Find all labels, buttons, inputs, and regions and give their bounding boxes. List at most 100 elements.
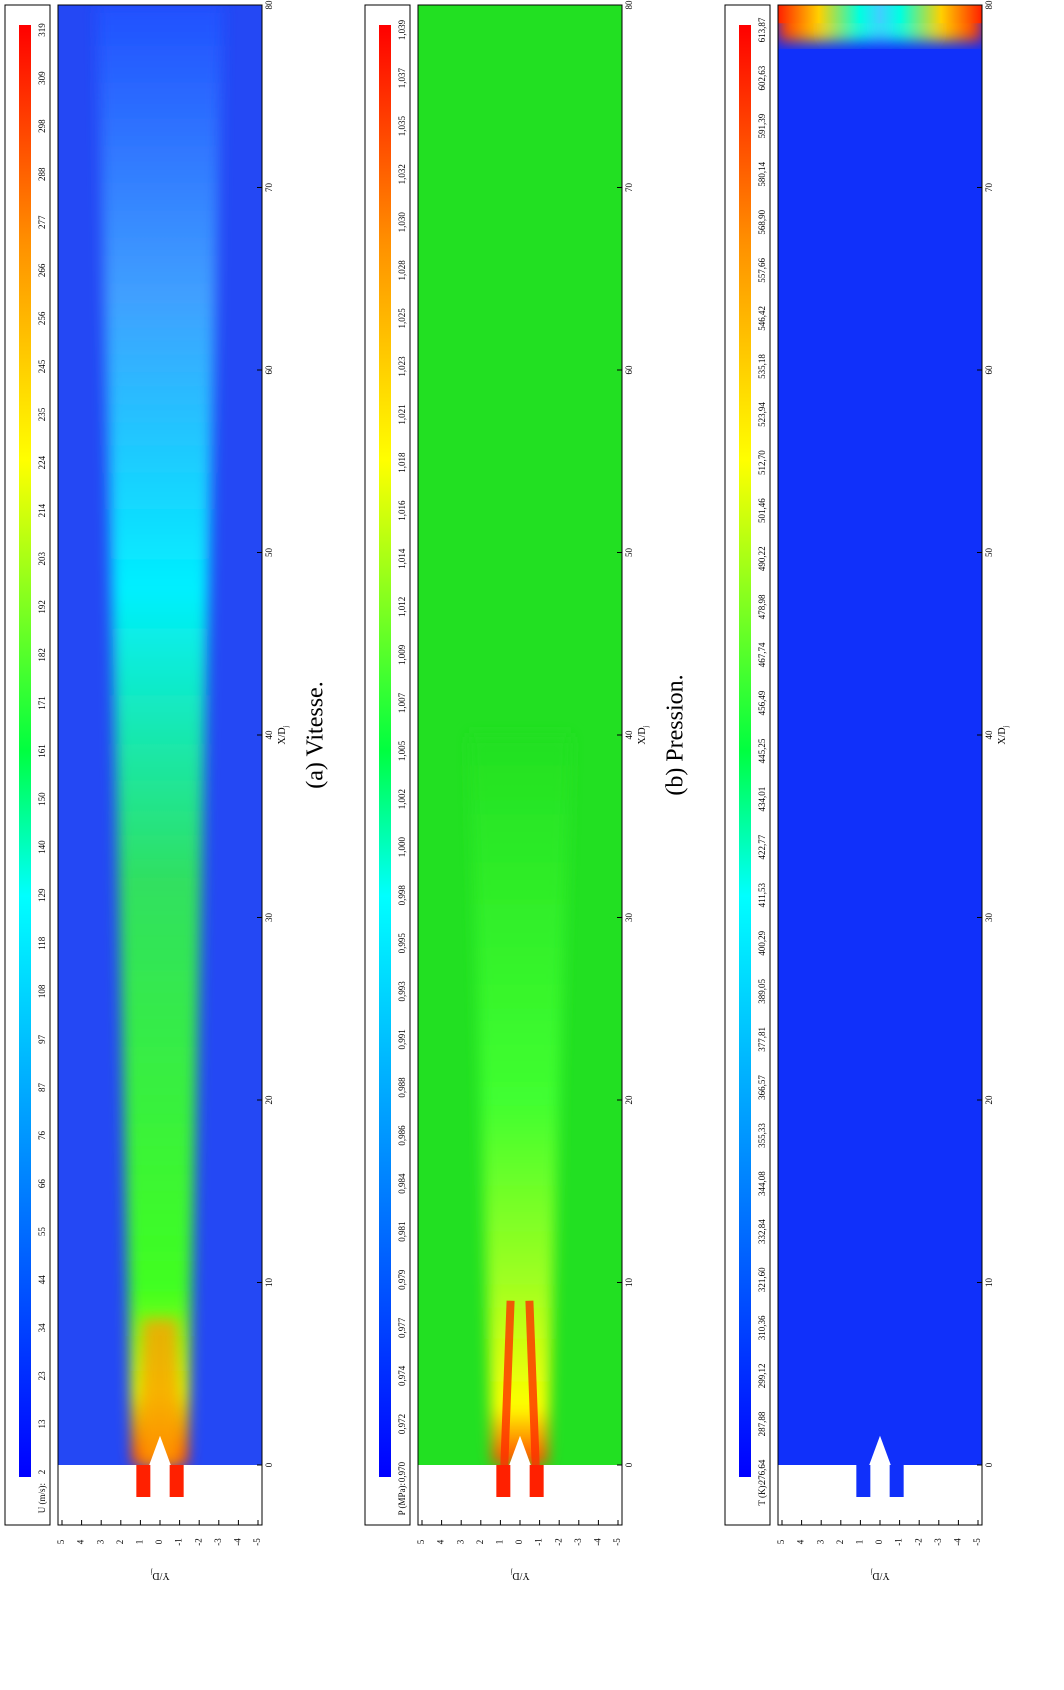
colorbar-tick-label: 0,979: [397, 1269, 407, 1290]
plot-area: [58, 5, 262, 1525]
colorbar-tick-label: 580,14: [757, 161, 767, 186]
colorbar-tick-label: 140: [37, 840, 47, 854]
x-tick-label: 30: [624, 913, 634, 923]
y-axis-label: Y/Dj: [150, 1568, 169, 1580]
x-tick-label: 50: [264, 548, 274, 558]
x-tick-label: 60: [984, 365, 994, 375]
y-tick-label: -5: [612, 1538, 622, 1546]
colorbar-tick-label: 87: [37, 1082, 47, 1092]
x-axis-label-sub: j: [642, 725, 650, 728]
colorbar-tick-label: 332,84: [757, 1219, 767, 1244]
colorbar: U (m/s): 2 13 23 34 44 55 66 76 87 97 108 118 129 140 1…: [4, 4, 51, 1526]
x-tick-label: 40: [624, 730, 634, 740]
colorbar-tick-label: 613,87: [757, 17, 767, 42]
colorbar-label: T (K):: [757, 1483, 767, 1506]
x-tick-label: 40: [264, 730, 274, 740]
colorbar-tick-label: 203: [37, 551, 47, 565]
colorbar-tick-label: 224: [37, 455, 47, 469]
y-tick-label: 4: [436, 1539, 446, 1544]
colorbar-tick-label: 422,77: [757, 834, 767, 859]
colorbar-tick-label: 55: [37, 1227, 47, 1237]
colorbar-tick-label: 66: [37, 1179, 47, 1189]
y-tick-label: 5: [56, 1539, 66, 1544]
colorbar-tick-label: 456,49: [757, 690, 767, 715]
colorbar-tick-label: 0,972: [397, 1414, 407, 1434]
y-tick-label: 0: [514, 1539, 524, 1544]
y-tick-label: -3: [933, 1538, 943, 1546]
colorbar-gradient: [739, 25, 751, 1477]
x-tick-label: 50: [624, 548, 634, 558]
y-tick-label: -1: [174, 1538, 184, 1546]
x-tick-label: 20: [624, 1095, 634, 1105]
colorbar-tick-label: 171: [37, 696, 47, 710]
y-axis-label-sub: j: [510, 1568, 513, 1576]
colorbar-tick-label: 150: [37, 792, 47, 806]
x-tick-label: 70: [264, 183, 274, 193]
y-tick-label: 4: [796, 1539, 806, 1544]
colorbar-tick-label: 501,46: [757, 498, 767, 523]
colorbar-tick-label: 1,009: [397, 644, 407, 665]
y-tick-label: -3: [573, 1538, 583, 1546]
colorbar-tick-label: 298: [37, 119, 47, 133]
y-tick-label: -2: [913, 1538, 923, 1546]
colorbar-tick-label: 546,42: [757, 306, 767, 331]
x-axis-label: X/Dj: [637, 725, 649, 744]
colorbar-tick-label: 97: [37, 1034, 47, 1044]
colorbar-tick-label: 2: [37, 1470, 47, 1475]
y-tick-label: 3: [815, 1539, 825, 1544]
x-tick-label: 70: [624, 183, 634, 193]
nozzle-tip: [509, 1435, 531, 1465]
colorbar-tick-label: 276,64: [757, 1459, 767, 1484]
colorbar-tick-label: 13: [37, 1419, 47, 1429]
colorbar-tick-label: 0,993: [397, 981, 407, 1002]
y-tick-label: -2: [553, 1538, 563, 1546]
nozzle-tip: [869, 1435, 891, 1465]
x-tick-label: 80: [264, 0, 274, 10]
colorbar-tick-label: 34: [37, 1323, 47, 1333]
nozzle-inlet: [136, 1465, 151, 1497]
pressure-jet: [469, 735, 571, 1465]
colorbar-tick-label: 1,021: [397, 404, 407, 424]
colorbar-tick-label: 0,984: [397, 1173, 407, 1194]
y-tick-label: -5: [252, 1538, 262, 1546]
y-tick-label: 3: [95, 1539, 105, 1544]
y-axis-label-sub: j: [150, 1568, 153, 1576]
colorbar-tick-label: 321,60: [757, 1267, 767, 1292]
colorbar-tick-label: 535,18: [757, 354, 767, 379]
colorbar-label: U (m/s):: [37, 1483, 47, 1513]
velocity-core: [138, 1319, 182, 1465]
colorbar-tick-label: 310,36: [757, 1315, 767, 1340]
colorbar-tick-label: 266: [37, 263, 47, 277]
plot-area: [418, 5, 622, 1525]
x-tick-label: 80: [984, 0, 994, 10]
y-tick-label: 2: [835, 1540, 845, 1545]
colorbar-tick-label: 0,974: [397, 1365, 407, 1386]
nozzle-tip: [149, 1435, 171, 1465]
colorbar-tick-label: 192: [37, 600, 47, 614]
x-axis-label-main: X/D: [637, 727, 648, 744]
y-tick-label: -4: [952, 1538, 962, 1546]
colorbar-tick-label: 478,98: [757, 594, 767, 619]
x-tick-label: 20: [984, 1095, 994, 1105]
y-tick-label: 2: [115, 1540, 125, 1545]
colorbar-tick-label: 400,29: [757, 930, 767, 955]
y-axis-label: Y/Dj: [510, 1568, 529, 1580]
x-tick-label: 10: [984, 1278, 994, 1288]
x-tick-label: 30: [264, 913, 274, 923]
nozzle-inlet: [169, 1465, 184, 1497]
panel: P (MPa):0,970 0,972 0,974 0,977 0,979 0,981 0,…: [364, 0, 689, 1581]
colorbar-tick-label: 1,035: [397, 116, 407, 137]
colorbar-tick-label: 108: [37, 984, 47, 998]
x-axis-label-sub: j: [1002, 725, 1010, 728]
colorbar-tick-label: 235: [37, 407, 47, 421]
colorbar-tick-label: 1,039: [397, 19, 407, 40]
nozzle-inlet: [856, 1465, 871, 1497]
y-axis-label-main: Y/D: [512, 1570, 529, 1581]
colorbar-tick-label: 377,81: [757, 1027, 767, 1052]
colorbar-tick-label: 591,39: [757, 113, 767, 138]
inlet-wall: [418, 1465, 622, 1525]
nozzle-inlet: [889, 1465, 904, 1497]
pressure-shear-layer: [525, 1300, 540, 1466]
y-tick-label: -5: [972, 1538, 982, 1546]
